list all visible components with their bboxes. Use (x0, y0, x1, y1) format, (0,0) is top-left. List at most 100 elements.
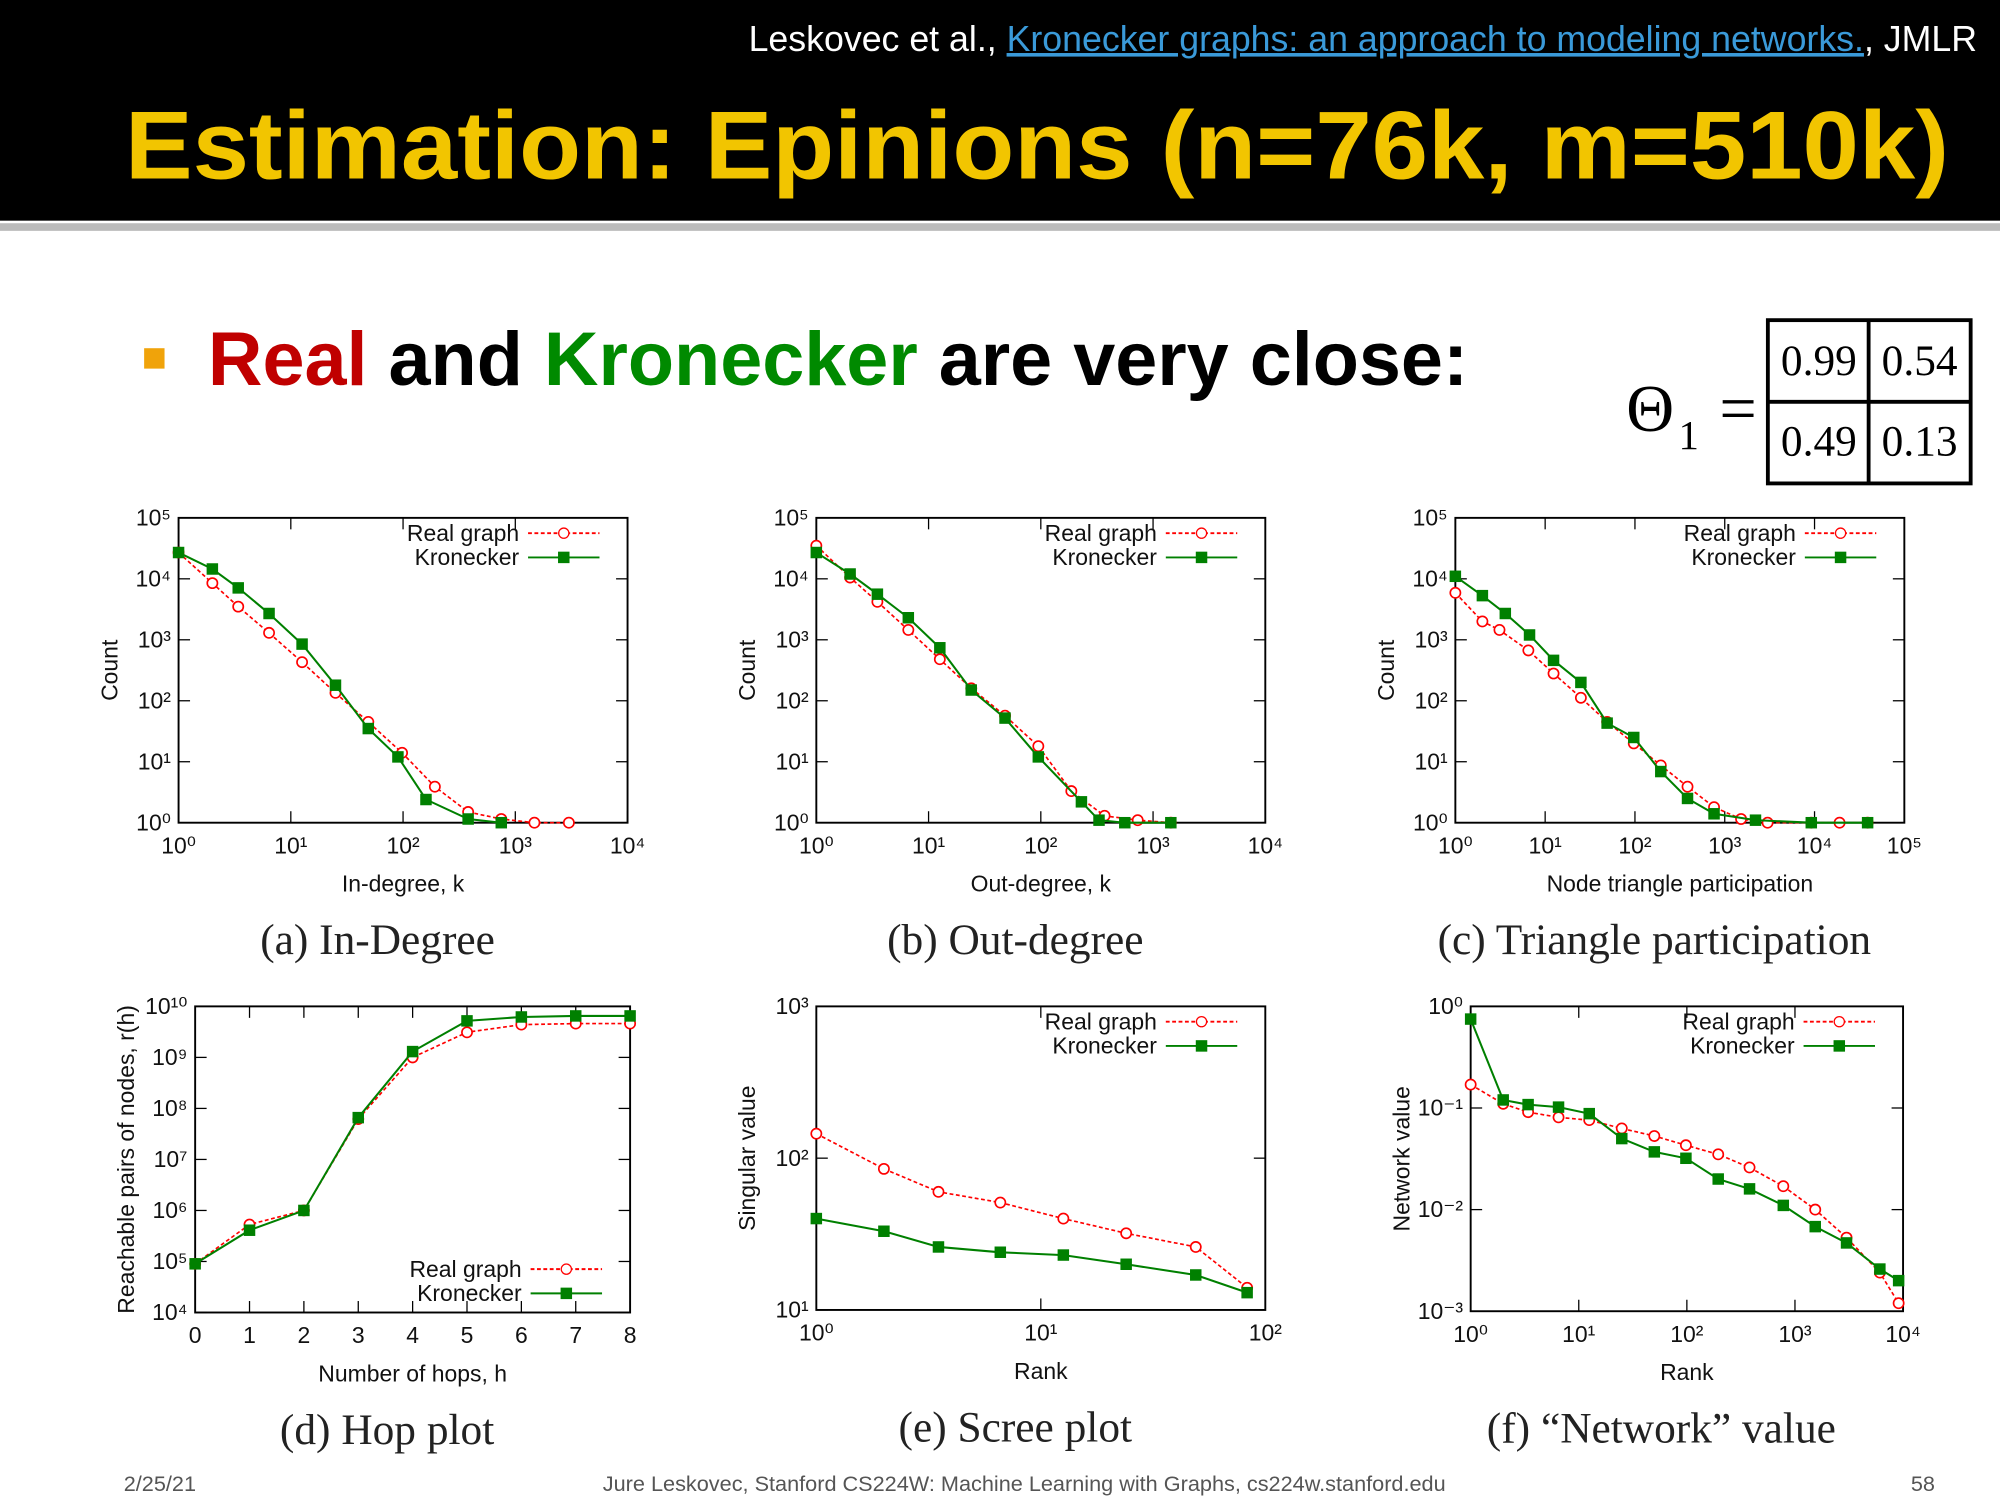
bullet-kronecker: Kronecker (544, 317, 918, 402)
matrix-cell: 0.54 (1882, 337, 1958, 385)
marker (263, 607, 275, 620)
y-tick-label: 10¹⁰ (145, 993, 187, 1019)
marker (1712, 1148, 1725, 1161)
legend-marker (558, 527, 570, 539)
chart-caption: (e) Scree plot (899, 1403, 1133, 1451)
chart-caption: (d) Hop plot (280, 1406, 494, 1454)
y-tick-label: 10⁵ (774, 505, 809, 531)
marker (810, 1212, 823, 1225)
legend-marker (1833, 1015, 1846, 1028)
marker (1093, 814, 1105, 826)
y-tick-label: 10³ (1415, 626, 1449, 652)
marker (172, 546, 185, 559)
marker (263, 626, 275, 639)
matrix-subscript: 1 (1679, 413, 1699, 458)
marker (1679, 1139, 1692, 1152)
x-tick-label: 10⁰ (799, 1320, 834, 1346)
marker (206, 563, 219, 575)
marker (1165, 816, 1177, 829)
marker (1131, 814, 1144, 827)
marker (1615, 1122, 1628, 1135)
matrix-cell: 0.99 (1781, 337, 1857, 385)
marker (994, 1246, 1007, 1258)
marker (1777, 1180, 1790, 1193)
marker (1547, 667, 1560, 680)
chart: 10⁰ 10¹ 10² 10³ 10⁴ 10⁰ 10¹ 10² 10³ 10⁴ 10⁵ In-degr… (96, 505, 645, 965)
marker (362, 722, 375, 735)
x-tick-label: 10² (386, 832, 420, 858)
matrix-cell: 0.49 (1781, 417, 1857, 465)
marker (232, 600, 245, 613)
marker (296, 638, 308, 650)
marker (810, 1127, 823, 1140)
marker (352, 1111, 364, 1124)
x-tick-label: 7 (569, 1322, 582, 1348)
marker (1497, 1094, 1509, 1106)
marker (1075, 796, 1088, 808)
chart: 0 1 2 3 4 5 6 7 8 10⁴ 10⁵ 10⁶ 10⁷ 10⁸ 10⁹ 10¹⁰ Number of… (113, 993, 637, 1454)
marker (428, 780, 441, 793)
x-tick-label: 0 (189, 1322, 202, 1348)
marker (999, 712, 1011, 724)
marker (1449, 586, 1462, 599)
x-tick-label: 10³ (1708, 832, 1742, 858)
series-line (815, 551, 1171, 824)
series-line (816, 1217, 1248, 1294)
y-tick-label: 10³ (776, 626, 810, 652)
marker (1120, 1258, 1132, 1270)
x-tick-label: 10⁵ (1887, 832, 1922, 858)
x-tick-label: 5 (461, 1322, 474, 1348)
marker (515, 1011, 528, 1023)
x-tick-label: 10³ (1136, 832, 1170, 858)
legend-marker (560, 1263, 573, 1275)
marker (329, 679, 342, 691)
x-tick-label: 1 (243, 1322, 256, 1348)
legend-label: Real graph (407, 520, 519, 546)
y-tick-label: 10³ (138, 626, 172, 652)
marker (1761, 816, 1774, 829)
footer-date: 2/25/21 (124, 1471, 196, 1496)
y-tick-label: 10⁻¹ (1418, 1095, 1464, 1121)
legend-marker (558, 551, 570, 564)
marker (1057, 1212, 1070, 1225)
x-axis-label: Number of hops, h (318, 1360, 507, 1386)
slide-title: Estimation: Epinions (n=76k, m=510k) (125, 91, 1949, 200)
marker (1057, 1249, 1070, 1261)
marker (206, 577, 219, 590)
y-tick-label: 10² (138, 687, 172, 713)
marker (1743, 1183, 1756, 1195)
bullet-real: Real (208, 317, 368, 402)
marker (1522, 644, 1535, 657)
y-tick-label: 10² (776, 687, 810, 713)
x-tick-label: 10¹ (1024, 1320, 1058, 1346)
y-tick-label: 10² (1415, 687, 1449, 713)
citation-suffix: , JMLR (1864, 19, 1977, 59)
marker (1575, 676, 1587, 689)
citation: Leskovec et al., Kronecker graphs: an ap… (749, 19, 1977, 59)
marker (1190, 1269, 1202, 1281)
bullet-and: and (389, 317, 523, 402)
marker (1189, 1241, 1202, 1253)
x-tick-label: 3 (352, 1322, 365, 1348)
x-tick-label: 10¹ (1529, 832, 1563, 858)
marker (1680, 1152, 1692, 1165)
marker (1648, 1130, 1661, 1142)
marker (420, 793, 432, 806)
marker (406, 1045, 419, 1058)
legend-label: Kronecker (417, 1280, 522, 1306)
marker (1712, 1173, 1724, 1185)
matrix-symbol: Θ (1626, 373, 1674, 446)
citation-link[interactable]: Kronecker graphs: an approach to modelin… (1007, 19, 1864, 59)
chart-caption: (a) In-Degree (260, 916, 495, 964)
marker (1743, 1161, 1756, 1174)
legend-marker (1195, 1040, 1208, 1052)
legend-marker (1195, 527, 1208, 539)
marker (934, 642, 946, 654)
x-tick-label: 10⁴ (610, 832, 645, 858)
marker (624, 1010, 636, 1022)
chart-caption: (f) “Network” value (1487, 1405, 1836, 1453)
marker (1464, 1013, 1477, 1025)
y-axis-label: Singular value (734, 1085, 760, 1230)
